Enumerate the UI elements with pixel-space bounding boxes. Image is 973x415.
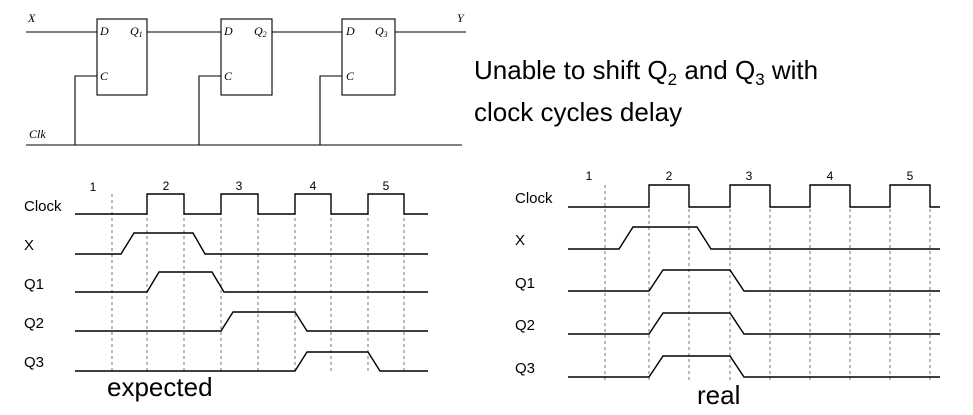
- ff3-c-label: C: [346, 69, 355, 83]
- cycle-guides-expected: [111, 194, 405, 373]
- cycle-number: 5: [907, 169, 914, 183]
- ff1-c-label: C: [100, 69, 109, 83]
- timing-diagram-real: 1 2 3 4 5 Clock X Q1 Q2 Q3: [515, 169, 940, 383]
- ff3-d-label: D: [345, 24, 355, 38]
- cycle-number: 4: [310, 179, 317, 193]
- flipflop-2: [220, 18, 273, 96]
- cycle-number: 1: [90, 180, 97, 194]
- waveform-q1: [568, 269, 940, 292]
- clock-bus-label: Clk: [29, 127, 46, 141]
- cycle-number: 3: [746, 169, 753, 183]
- caption-expected: expected: [107, 372, 213, 402]
- signal-label-q3: Q3: [24, 354, 44, 371]
- signal-label-q2: Q2: [515, 317, 535, 334]
- cycle-number: 2: [163, 179, 170, 193]
- output-y-label: Y: [457, 11, 465, 25]
- clock-tap-ff1: [74, 75, 97, 145]
- ff1-q-label: Q1: [130, 24, 143, 39]
- signal-labels-expected: Clock X Q1 Q2 Q3: [24, 198, 62, 371]
- ff2-d-label: D: [223, 24, 233, 38]
- cycle-numbers-expected: 1 2 3 4 5: [90, 179, 390, 194]
- input-x-label: X: [27, 11, 36, 25]
- timing-diagram-expected: 1 2 3 4 5 Clock X Q1 Q2 Q3: [24, 179, 428, 373]
- note-line-2: clock cycles delay: [474, 97, 683, 128]
- ff2-c-label: C: [224, 69, 233, 83]
- signal-label-q1: Q1: [515, 275, 535, 292]
- cycle-number: 5: [383, 179, 390, 193]
- cycle-number: 3: [236, 179, 243, 193]
- signal-label-q3: Q3: [515, 360, 535, 377]
- signal-label-x: X: [515, 232, 525, 249]
- waveform-clock: [75, 193, 428, 215]
- cycle-guides-real: [604, 185, 931, 383]
- cycle-number: 2: [666, 169, 673, 183]
- waveform-x: [75, 232, 428, 255]
- signal-label-clock: Clock: [515, 190, 553, 207]
- waveform-q3: [75, 351, 428, 372]
- flipflop-3: [341, 18, 396, 96]
- waveform-q1: [75, 271, 428, 293]
- ff2-q-label: Q2: [254, 24, 267, 39]
- cycle-number: 1: [586, 169, 593, 183]
- waveform-q2: [75, 311, 428, 332]
- cycle-number: 4: [827, 169, 834, 183]
- waveforms-expected: [75, 193, 428, 372]
- signal-label-x: X: [24, 237, 34, 254]
- waveforms-real: [568, 184, 940, 378]
- circuit-schematic: [26, 18, 466, 146]
- circuit-labels: X Y Clk D C Q1 D C Q2 D C Q3: [27, 11, 465, 141]
- signal-label-clock: Clock: [24, 198, 62, 215]
- note-line-1: Unable to shift Q2 and Q3 with: [474, 55, 819, 90]
- ff3-q-label: Q3: [375, 24, 388, 39]
- clock-tap-ff3: [319, 75, 342, 145]
- waveform-x: [568, 226, 940, 250]
- signal-label-q2: Q2: [24, 315, 44, 332]
- waveform-clock: [568, 184, 940, 208]
- caption-real: real: [697, 380, 741, 410]
- explanation-note: Unable to shift Q2 and Q3 with clock cyc…: [474, 54, 818, 129]
- signal-labels-real: Clock X Q1 Q2 Q3: [515, 190, 553, 377]
- flipflop-1: [96, 18, 148, 96]
- waveform-q3: [568, 355, 940, 378]
- clock-tap-ff2: [198, 75, 221, 145]
- waveform-q2: [568, 312, 940, 335]
- cycle-numbers-real: 1 2 3 4 5: [586, 169, 914, 183]
- signal-label-q1: Q1: [24, 276, 44, 293]
- ff1-d-label: D: [99, 24, 109, 38]
